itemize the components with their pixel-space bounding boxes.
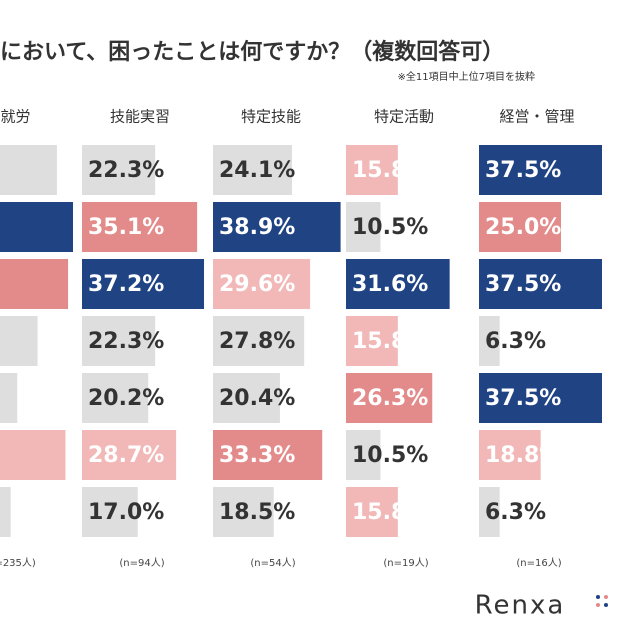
bar <box>0 316 38 366</box>
value-label: 25.0% <box>485 215 561 240</box>
value-label: 33.3% <box>219 443 295 468</box>
bar <box>213 430 323 480</box>
bar <box>346 487 398 537</box>
column-header: 特定活動 <box>374 108 434 126</box>
bar <box>346 316 398 366</box>
value-label: 18.5% <box>219 500 295 525</box>
bar <box>213 316 305 366</box>
value-label: 18.8% <box>485 443 561 468</box>
value-label: 28.7% <box>88 443 164 468</box>
bar <box>213 145 293 195</box>
bar <box>213 487 274 537</box>
subtitle: ※全11項目中上位7項目を抜粋 <box>398 70 535 83</box>
bar <box>82 316 156 366</box>
logo-dots <box>596 595 608 607</box>
bar <box>213 259 311 309</box>
bar <box>82 259 205 309</box>
column-header: 経営・管理 <box>499 108 574 126</box>
value-label: 31.6% <box>352 272 428 297</box>
value-label: 29.6% <box>219 272 295 297</box>
value-label: 27.8% <box>219 329 295 354</box>
column-header: 特定技能 <box>241 108 301 126</box>
value-label: 17.0% <box>88 500 164 525</box>
bar <box>0 487 11 537</box>
bar <box>82 202 198 252</box>
bar <box>346 373 433 423</box>
value-label: 35.1% <box>88 215 164 240</box>
bar <box>346 430 381 480</box>
bar <box>213 373 280 423</box>
bar <box>0 430 66 480</box>
sample-note: (n=235人) <box>0 557 36 569</box>
value-label: 6.3% <box>485 329 546 354</box>
bar <box>479 373 602 423</box>
sample-note: (n=19人) <box>383 557 428 569</box>
value-label: 15.8% <box>352 329 428 354</box>
bar <box>82 373 149 423</box>
title: において、困ったことは何ですか？（複数回答可） <box>0 39 504 65</box>
bar <box>479 316 500 366</box>
column-header: 般就労 <box>0 108 31 126</box>
bar <box>346 259 450 309</box>
bar <box>479 487 500 537</box>
value-label: 37.2% <box>88 272 164 297</box>
value-label: 38.9% <box>219 215 295 240</box>
value-label: 15.8% <box>352 158 428 183</box>
bar <box>479 145 602 195</box>
value-label: 22.3% <box>88 329 164 354</box>
value-label: 6.3% <box>485 500 546 525</box>
value-label: 37.5% <box>485 386 561 411</box>
value-label: 37.5% <box>485 272 561 297</box>
value-label: 15.8% <box>352 500 428 525</box>
bar <box>479 202 561 252</box>
value-label: 37.5% <box>485 158 561 183</box>
bar <box>213 202 341 252</box>
bar <box>82 145 156 195</box>
bar <box>82 487 138 537</box>
bar <box>479 259 602 309</box>
bar <box>346 202 381 252</box>
bar <box>82 430 177 480</box>
value-label: 20.4% <box>219 386 295 411</box>
bar <box>0 259 69 309</box>
value-label: 10.5% <box>352 443 428 468</box>
value-label: 20.2% <box>88 386 164 411</box>
bar <box>0 145 57 195</box>
logo: Renxa <box>475 591 566 621</box>
sample-note: (n=54人) <box>250 557 295 569</box>
bar <box>0 373 18 423</box>
bar <box>479 430 541 480</box>
value-label: 10.5% <box>352 215 428 240</box>
bar <box>346 145 398 195</box>
bar <box>0 202 73 252</box>
value-label: 24.1% <box>219 158 295 183</box>
sample-note: (n=16人) <box>516 557 561 569</box>
sample-note: (n=94人) <box>119 557 164 569</box>
value-label: 22.3% <box>88 158 164 183</box>
column-header: 技能実習 <box>110 108 170 126</box>
value-label: 26.3% <box>352 386 428 411</box>
